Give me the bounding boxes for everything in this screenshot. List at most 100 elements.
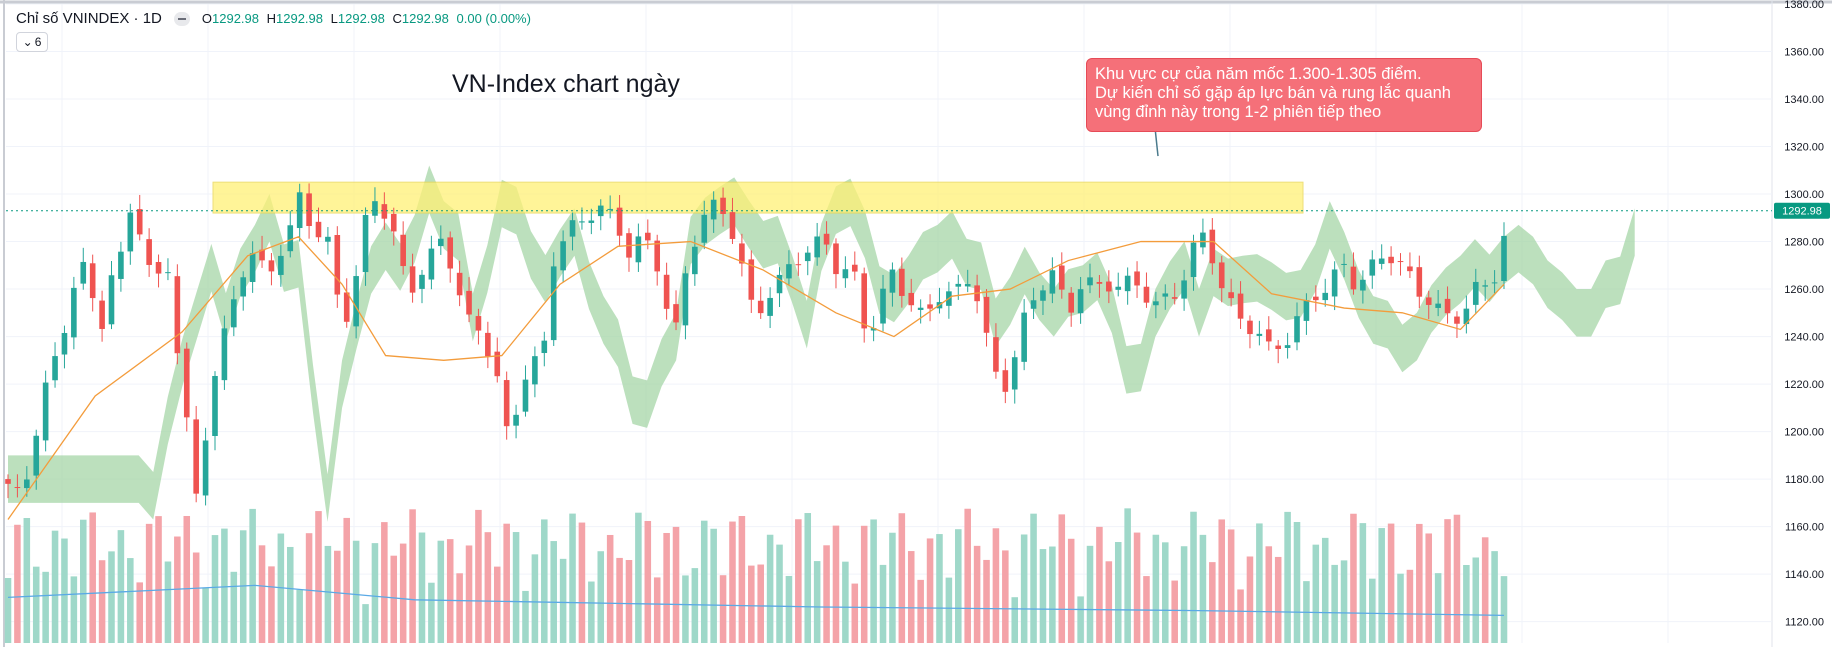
candle-body [1444,298,1451,314]
candle-body [1115,286,1122,290]
indicator-toggle-button[interactable]: ⌄ 6 [16,32,48,52]
volume-bar [917,579,924,643]
candle-body [1472,281,1479,305]
y-tick-label: 1300.00 [1784,189,1824,201]
volume-bar [691,568,699,643]
volume-bar [588,581,595,643]
volume-bar [202,587,209,643]
candle-body [1491,282,1498,284]
candle-body [146,239,152,265]
annotation-callout[interactable]: Khu vực cự của năm mốc 1.300-1.305 điểm.… [1086,58,1482,132]
candle-body [550,266,557,341]
candle-body [1124,275,1131,292]
candle-body [710,199,717,220]
volume-bar [1425,533,1433,643]
candle-body [221,328,228,381]
symbol-title[interactable]: Chỉ số VNINDEX · 1D [16,10,162,27]
indicator-count: 6 [34,35,42,49]
candle-body [983,296,990,333]
candle-body [183,348,190,418]
volume-bar [371,543,379,643]
candle-body [720,197,726,214]
candle-body [362,214,369,273]
annotation-line-1: Khu vực cự của năm mốc 1.300-1.305 điểm. [1095,65,1422,83]
candle-body [1425,297,1432,305]
candle-body [1181,280,1187,299]
candle-body [579,221,585,223]
volume-bar [983,559,990,643]
candle-body [786,264,792,279]
candle-body [1040,290,1046,301]
chevron-down-icon: ⌄ [22,35,33,49]
volume-bar [1011,597,1019,643]
volume-bar [1246,556,1254,643]
volume-bar [1359,523,1367,643]
volume-bar [51,530,59,643]
volume-bar [268,566,275,643]
volume-bar [1086,545,1094,643]
y-tick-label: 1160.00 [1785,522,1824,534]
volume-bar [399,543,407,643]
volume-bar [1237,589,1244,643]
volume-bar [1256,523,1263,643]
volume-bar [1453,514,1461,643]
candle-body [701,214,708,243]
volume-bar [653,577,661,643]
hide-legend-icon[interactable] [173,11,190,26]
candle-body [1171,297,1178,299]
volume-bar [578,522,586,643]
candle-body [155,262,162,274]
volume-bar [1312,544,1320,643]
volume-bar [889,532,896,643]
candle-body [814,236,820,258]
candle-body [1463,308,1470,325]
candle-body [287,225,294,252]
candle-body [33,435,40,476]
volume-bar [531,554,539,643]
volume-bar [1284,511,1291,643]
candle-body [1153,301,1159,306]
callout-pointer [1154,127,1159,157]
candle-body [870,328,877,331]
candle-body [1030,300,1037,309]
candle-body [1247,320,1253,335]
candle-body [52,356,58,381]
volume-bar [851,583,859,643]
candle-body [776,274,783,294]
candle-body [880,288,886,324]
candle-body [842,269,849,279]
candle-body [409,266,416,293]
candle-body [485,332,491,357]
candle-body [99,300,105,329]
volume-bar [390,555,398,643]
candle-body [1407,266,1413,272]
candle-body [5,479,11,484]
candle-body [851,264,858,272]
volume-bar [437,540,445,643]
candle-body [964,284,971,287]
volume-bar [1124,508,1131,643]
volume-bar [343,517,350,643]
ichimoku-cloud [8,165,1635,522]
volume-bar [738,516,746,643]
volume-bar [1369,578,1376,643]
y-tick-label: 1260.00 [1784,284,1824,296]
volume-bar [870,519,877,643]
volume-bar [428,582,435,643]
volume-bar [446,539,454,643]
volume-bar [145,523,153,643]
candle-body [136,209,143,235]
volume-bar [1293,521,1301,643]
volume-bar [1049,546,1056,643]
candle-body [729,212,736,239]
candle-body [1096,282,1103,284]
ohlc-values: O1292.98 H1292.98 L1292.98 C1292.98 0.00… [202,11,535,26]
volume-bar [117,530,125,643]
resistance-zone [212,181,1304,214]
volume-bar [1067,538,1075,643]
volume-bar [569,513,576,643]
y-tick-label: 1340.00 [1784,94,1824,106]
chart-title: VN-Index chart ngày [452,70,680,98]
candle-body [334,235,341,295]
